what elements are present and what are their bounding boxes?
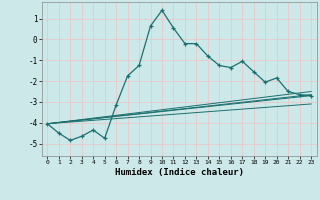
X-axis label: Humidex (Indice chaleur): Humidex (Indice chaleur) bbox=[115, 168, 244, 177]
